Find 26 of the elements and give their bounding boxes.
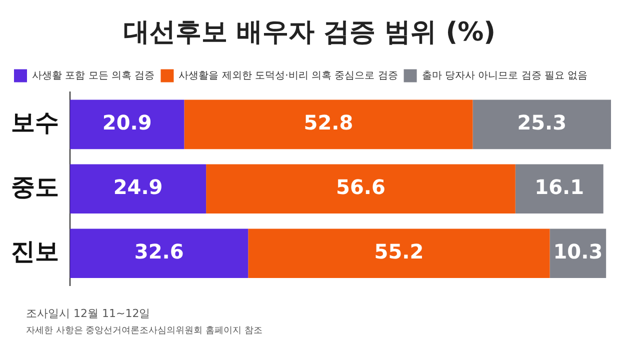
bar [184,100,473,150]
bar [70,164,206,214]
legend-label: 출마 당자사 아니므로 검증 필요 없음 [422,70,588,82]
text: 자세한 사항은 중앙선거여론조사심의위원회 홈페이지 참조 [26,325,264,337]
legend-label: 사생활 포함 모든 의혹 검증 [32,70,155,82]
data-label: 56.6 [336,175,386,200]
legend-label: 사생활을 제외한 도덕성·비리 의혹 중심으로 검증 [178,70,398,82]
bar [515,164,604,214]
text: 조사일시 12월 11~12일 [26,306,152,321]
data-label: 52.8 [304,110,354,135]
data-label: 32.6 [134,240,184,264]
bar [70,100,184,150]
data-label: 16.1 [534,175,584,200]
bar [472,100,611,150]
data-label: 10.3 [553,240,603,264]
chart-title: 대선후보 배우자 검증 범위 (%) [123,17,496,48]
data-label: 24.9 [113,175,163,200]
data-label: 25.3 [517,110,567,135]
bar [70,228,248,278]
bar [248,228,550,278]
data-label: 55.2 [374,240,424,264]
y-tick-label: 중도 [11,173,59,202]
data-label: 20.9 [102,110,152,135]
y-tick-label: 보수 [11,108,59,137]
bar [206,164,516,214]
y-tick-label: 진보 [11,238,59,266]
